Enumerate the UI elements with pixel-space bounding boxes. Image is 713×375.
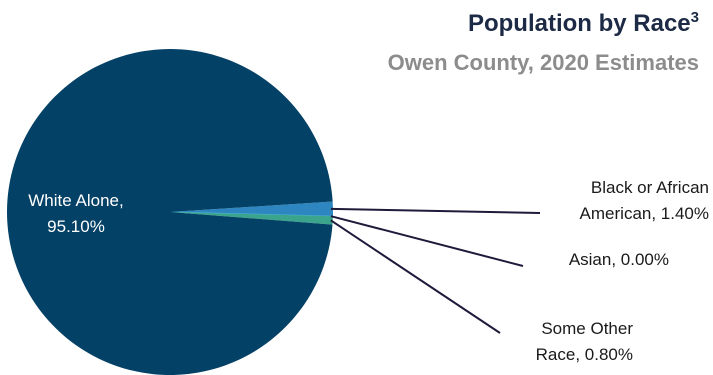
pie-slice-3 [170, 212, 333, 225]
slice-label-0: White Alone, 95.10% [28, 191, 123, 236]
leader-line-1 [330, 207, 541, 214]
pie-slice-1 [170, 201, 333, 217]
slice-label-1: Black or African American, 1.40% [580, 178, 709, 223]
slice-label-3: Some Other Race, 0.80% [536, 319, 634, 364]
leader-line-3 [330, 219, 501, 334]
pie-slice-0 [6, 48, 333, 375]
chart-subtitle: Owen County, 2020 Estimates [387, 50, 699, 75]
chart-title-text: Population by Race [467, 10, 691, 37]
leader-line-2 [330, 215, 524, 267]
chart-title-footnote: 3 [690, 9, 699, 26]
slice-label-2: Asian, 0.00% [569, 250, 669, 269]
chart-title: Population by Race3 [468, 9, 699, 38]
